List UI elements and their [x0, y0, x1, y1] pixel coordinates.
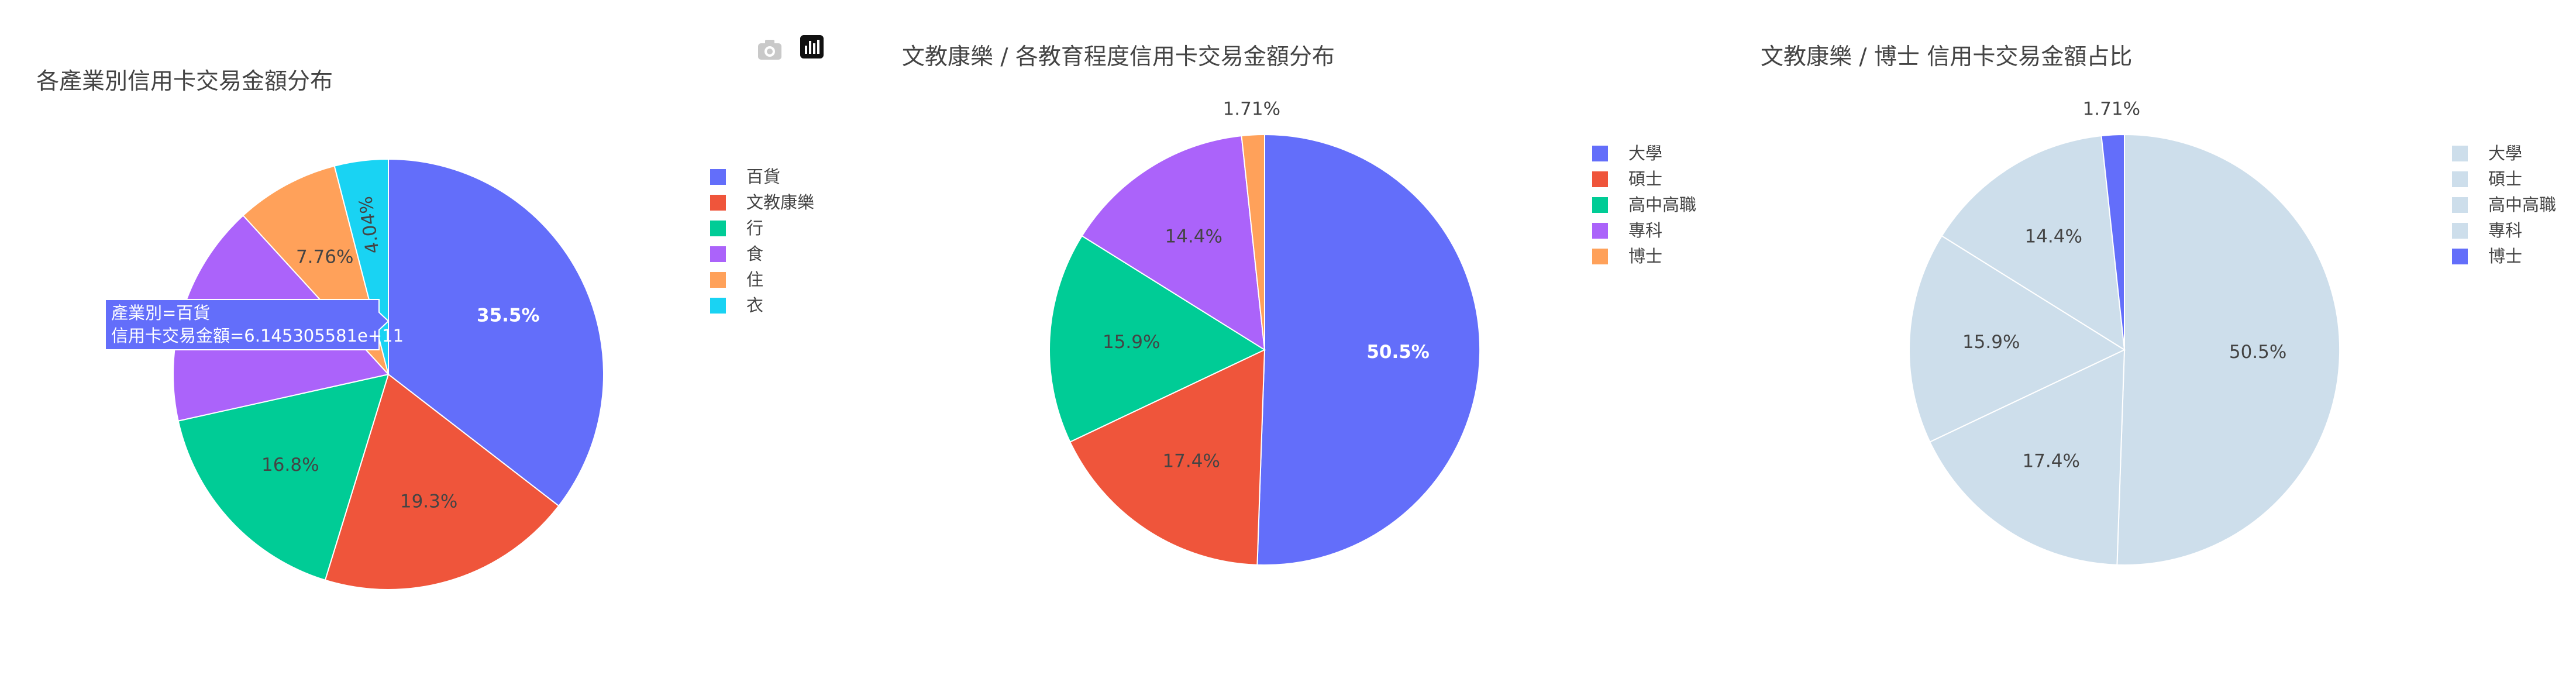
legend-item[interactable]: 文教康樂 — [710, 192, 814, 212]
legend-item[interactable]: 博士 — [2452, 246, 2522, 266]
legend-label: 博士 — [1628, 246, 1662, 266]
slice-value-label: 7.76% — [296, 247, 353, 268]
legend-swatch — [710, 169, 726, 185]
legend-swatch — [1592, 197, 1608, 213]
legend-item[interactable]: 高中高職 — [1592, 195, 1696, 215]
pie-slice-高中高職[interactable] — [1049, 235, 1266, 443]
slice-value-label: 17.4% — [1162, 451, 1220, 472]
chart-title: 文教康樂 / 博士 信用卡交易金額占比 — [1761, 44, 2132, 70]
legend-item[interactable]: 行 — [710, 218, 763, 238]
slice-value-label: 14.4% — [2024, 226, 2082, 247]
legend-swatch — [710, 246, 726, 262]
slice-value-label: 16.8% — [261, 454, 319, 476]
slice-value-label: 1.71% — [2083, 98, 2140, 119]
legend-item[interactable]: 碩士 — [2452, 169, 2522, 189]
legend-swatch — [710, 298, 726, 314]
legend-swatch — [2452, 249, 2468, 264]
hover-line-1: 產業別=百貨 — [111, 303, 210, 323]
pie-slice-高中高職[interactable] — [1909, 235, 2126, 443]
pie-slice-行[interactable] — [177, 373, 390, 581]
hover-line-2: 信用卡交易金額=6.145305581e+11 — [111, 326, 404, 346]
pie-slice-碩士[interactable] — [1929, 349, 2126, 566]
legend-item[interactable]: 百貨 — [710, 167, 780, 187]
hover-tooltip: 產業別=百貨 信用卡交易金額=6.145305581e+11 — [105, 299, 404, 350]
legend-label: 大學 — [2488, 143, 2522, 163]
legend-label: 衣 — [746, 295, 763, 315]
legend-swatch — [2452, 171, 2468, 187]
legend-swatch — [1592, 249, 1608, 264]
legend-label: 百貨 — [746, 167, 780, 187]
legend-item[interactable]: 衣 — [710, 295, 763, 315]
legend-swatch — [1592, 223, 1608, 239]
slice-value-label: 50.5% — [1366, 342, 1430, 363]
legend-swatch — [710, 272, 726, 288]
legend-item[interactable]: 食 — [710, 244, 763, 264]
legend-item[interactable]: 碩士 — [1592, 169, 1662, 189]
slice-value-label: 14.4% — [1165, 226, 1222, 247]
legend-label: 住 — [746, 270, 763, 290]
chart-title: 各產業別信用卡交易金額分布 — [36, 68, 333, 95]
legend-item[interactable]: 高中高職 — [2452, 195, 2556, 215]
legend-label: 專科 — [1628, 221, 1662, 240]
slice-value-label: 17.4% — [2022, 451, 2079, 472]
legend-label: 高中高職 — [1628, 195, 1696, 215]
slice-value-label: 35.5% — [477, 305, 540, 326]
legend-swatch — [710, 221, 726, 236]
chart-title: 文教康樂 / 各教育程度信用卡交易金額分布 — [902, 44, 1335, 70]
legend-label: 高中高職 — [2488, 195, 2556, 215]
legend-item[interactable]: 博士 — [1592, 246, 1662, 266]
modebar — [758, 35, 824, 60]
chart-industry: 各產業別信用卡交易金額分布 35.5%19.3%16.8%16.7%7.76%4… — [36, 68, 814, 590]
legend-item[interactable]: 大學 — [2452, 143, 2522, 163]
legend-label: 行 — [746, 218, 763, 238]
legend-item[interactable]: 大學 — [1592, 143, 1662, 163]
pie-slice-文教康樂[interactable] — [324, 373, 560, 590]
legend-label: 博士 — [2488, 246, 2522, 266]
legend-item[interactable]: 住 — [710, 270, 763, 290]
pie-slice-大學[interactable] — [2116, 133, 2341, 566]
pie-slice-百貨[interactable] — [388, 158, 604, 507]
legend-label: 大學 — [1628, 143, 1662, 163]
pie-slice-博士[interactable] — [1241, 133, 1265, 350]
pie-slice-專科[interactable] — [1081, 135, 1266, 351]
pie-slice-碩士[interactable] — [1069, 349, 1266, 566]
plotly-logo-icon[interactable] — [800, 35, 824, 58]
legend-swatch — [2452, 223, 2468, 239]
pie-slice-大學[interactable] — [1256, 133, 1481, 566]
slice-value-label: 19.3% — [400, 491, 457, 512]
pie-slice-博士[interactable] — [2100, 133, 2125, 350]
chart-doctorate-share: 文教康樂 / 博士 信用卡交易金額占比 50.5% 17.4% 15.9% 14.4%… — [1761, 44, 2556, 566]
slice-value-label: 15.9% — [1103, 332, 1160, 353]
pie-slice-專科[interactable] — [1941, 135, 2126, 351]
legend-swatch — [2452, 146, 2468, 161]
legend-label: 專科 — [2488, 221, 2522, 240]
camera-icon[interactable] — [758, 40, 781, 60]
slice-value-label: 1.71% — [1223, 98, 1280, 119]
legend-swatch — [710, 195, 726, 211]
legend-item[interactable]: 專科 — [1592, 221, 1662, 240]
legend-item[interactable]: 專科 — [2452, 221, 2522, 240]
legend-label: 碩士 — [2488, 169, 2522, 189]
legend-swatch — [2452, 197, 2468, 213]
slice-value-label: 15.9% — [1962, 332, 2020, 353]
legend-swatch — [1592, 171, 1608, 187]
legend-label: 食 — [746, 244, 763, 264]
legend-label: 碩士 — [1628, 169, 1662, 189]
slice-value-label: 50.5% — [2229, 342, 2286, 363]
chart-education: 文教康樂 / 各教育程度信用卡交易金額分布 50.5% 17.4% 15.9% 14.… — [902, 44, 1696, 566]
legend-label: 文教康樂 — [746, 192, 814, 212]
legend-swatch — [1592, 146, 1608, 161]
